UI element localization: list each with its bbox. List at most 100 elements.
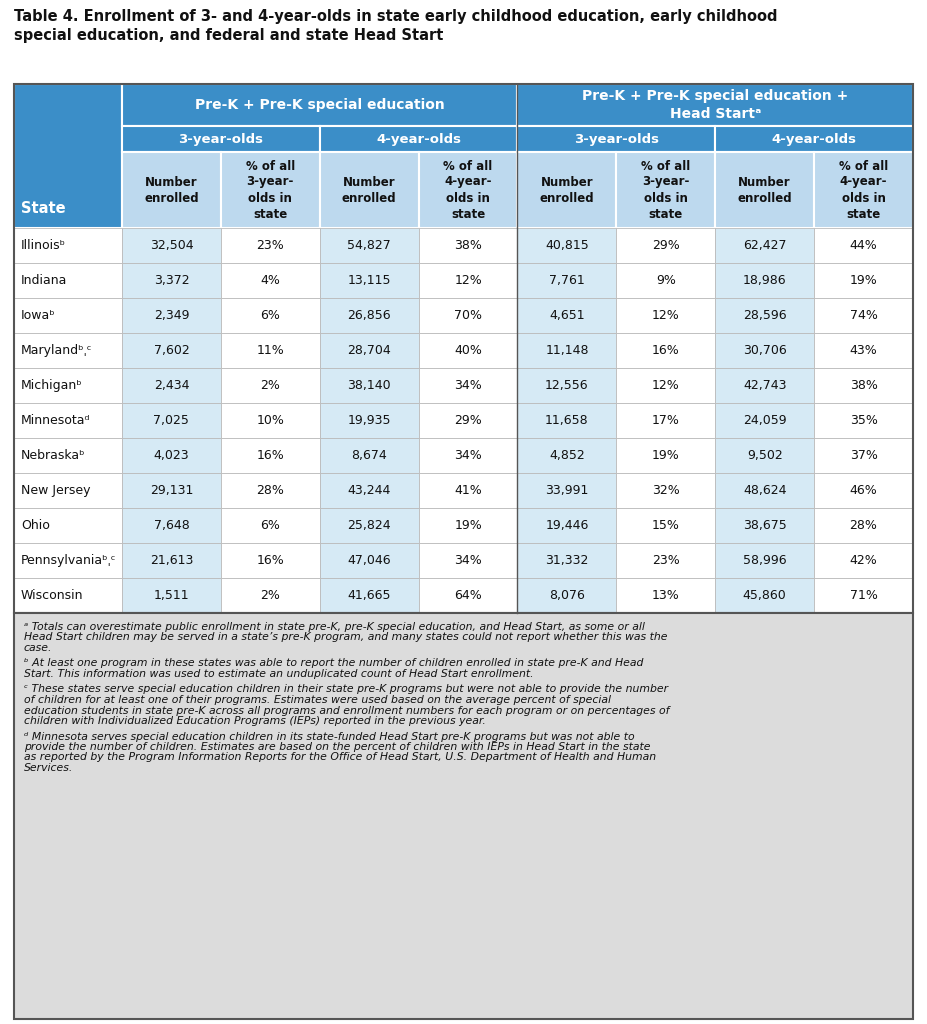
Text: ᵈ Minnesota serves special education children in its state-funded Head Start pre: ᵈ Minnesota serves special education chi…: [24, 731, 635, 741]
Text: 29%: 29%: [454, 414, 482, 427]
Bar: [320, 126, 517, 152]
Text: 25,824: 25,824: [348, 519, 391, 532]
Text: 4%: 4%: [260, 274, 280, 287]
Text: Marylandᵇˌᶜ: Marylandᵇˌᶜ: [21, 344, 93, 357]
Text: 47,046: 47,046: [348, 554, 391, 567]
Bar: [221, 263, 320, 298]
Bar: [716, 298, 814, 333]
Text: 34%: 34%: [454, 449, 482, 462]
Bar: [14, 578, 122, 613]
Text: ᶜ These states serve special education children in their state pre-K programs bu: ᶜ These states serve special education c…: [24, 684, 668, 694]
Bar: [517, 126, 716, 152]
Bar: [221, 473, 320, 508]
Text: 12%: 12%: [652, 379, 679, 392]
Bar: [122, 126, 320, 152]
Text: 54,827: 54,827: [348, 239, 391, 252]
Text: 3,372: 3,372: [154, 274, 189, 287]
Bar: [419, 403, 517, 438]
Text: 2%: 2%: [260, 589, 280, 602]
Bar: [517, 263, 616, 298]
Text: 70%: 70%: [454, 309, 482, 322]
Bar: [814, 438, 913, 473]
Text: 16%: 16%: [257, 449, 285, 462]
Text: 9%: 9%: [656, 274, 676, 287]
Text: 13,115: 13,115: [348, 274, 391, 287]
Text: 29%: 29%: [652, 239, 679, 252]
Bar: [122, 543, 221, 578]
Text: 16%: 16%: [652, 344, 679, 357]
Text: 12%: 12%: [454, 274, 482, 287]
Bar: [122, 298, 221, 333]
Bar: [616, 152, 716, 228]
Bar: [122, 152, 221, 228]
Bar: [814, 473, 913, 508]
Bar: [14, 508, 122, 543]
Bar: [716, 438, 814, 473]
Bar: [320, 152, 419, 228]
Text: 2,434: 2,434: [154, 379, 189, 392]
Bar: [616, 473, 716, 508]
Bar: [814, 228, 913, 263]
Text: 4,023: 4,023: [154, 449, 189, 462]
Text: 4,852: 4,852: [549, 449, 585, 462]
Text: children with Individualized Education Programs (IEPs) reported in the previous : children with Individualized Education P…: [24, 716, 486, 726]
Text: 34%: 34%: [454, 379, 482, 392]
Text: 62,427: 62,427: [743, 239, 786, 252]
Text: Wisconsin: Wisconsin: [21, 589, 83, 602]
Bar: [419, 508, 517, 543]
Text: 15%: 15%: [652, 519, 679, 532]
Text: 6%: 6%: [260, 309, 280, 322]
Text: 4-year-olds: 4-year-olds: [771, 132, 857, 145]
Text: 18,986: 18,986: [743, 274, 786, 287]
Text: 2,349: 2,349: [154, 309, 189, 322]
Bar: [122, 473, 221, 508]
Text: 42,743: 42,743: [743, 379, 786, 392]
Bar: [616, 578, 716, 613]
Text: 16%: 16%: [257, 554, 285, 567]
Bar: [716, 333, 814, 368]
Bar: [419, 543, 517, 578]
Bar: [419, 578, 517, 613]
Text: 11,658: 11,658: [545, 414, 589, 427]
Text: as reported by the Program Information Reports for the Office of Head Start, U.S: as reported by the Program Information R…: [24, 753, 656, 763]
Bar: [517, 298, 616, 333]
Text: case.: case.: [24, 643, 53, 653]
Bar: [122, 368, 221, 403]
Bar: [122, 438, 221, 473]
Bar: [320, 298, 419, 333]
Text: 17%: 17%: [652, 414, 679, 427]
Bar: [320, 543, 419, 578]
Text: 7,648: 7,648: [154, 519, 189, 532]
Bar: [14, 473, 122, 508]
Text: State: State: [21, 201, 66, 216]
Text: 26,856: 26,856: [348, 309, 391, 322]
Bar: [122, 508, 221, 543]
Bar: [419, 298, 517, 333]
Bar: [320, 333, 419, 368]
Bar: [419, 438, 517, 473]
Text: Number
enrolled: Number enrolled: [144, 175, 198, 205]
Text: ᵃ Totals can overestimate public enrollment in state pre-K, pre-K special educat: ᵃ Totals can overestimate public enrollm…: [24, 622, 645, 632]
Text: 44%: 44%: [850, 239, 878, 252]
Bar: [517, 333, 616, 368]
Text: % of all
3-year-
olds in
state: % of all 3-year- olds in state: [641, 160, 691, 220]
Text: Michiganᵇ: Michiganᵇ: [21, 379, 83, 392]
Text: 33,991: 33,991: [545, 484, 589, 497]
Bar: [814, 508, 913, 543]
Text: 19%: 19%: [850, 274, 878, 287]
Bar: [517, 152, 616, 228]
Bar: [716, 228, 814, 263]
Text: 4-year-olds: 4-year-olds: [376, 132, 461, 145]
Bar: [814, 263, 913, 298]
Text: Number
enrolled: Number enrolled: [737, 175, 792, 205]
Bar: [616, 543, 716, 578]
Text: 28,596: 28,596: [743, 309, 786, 322]
Bar: [221, 403, 320, 438]
Text: 32%: 32%: [652, 484, 679, 497]
Bar: [716, 126, 913, 152]
Text: 30,706: 30,706: [743, 344, 787, 357]
Bar: [517, 508, 616, 543]
Text: 40%: 40%: [454, 344, 482, 357]
Bar: [616, 403, 716, 438]
Bar: [616, 298, 716, 333]
